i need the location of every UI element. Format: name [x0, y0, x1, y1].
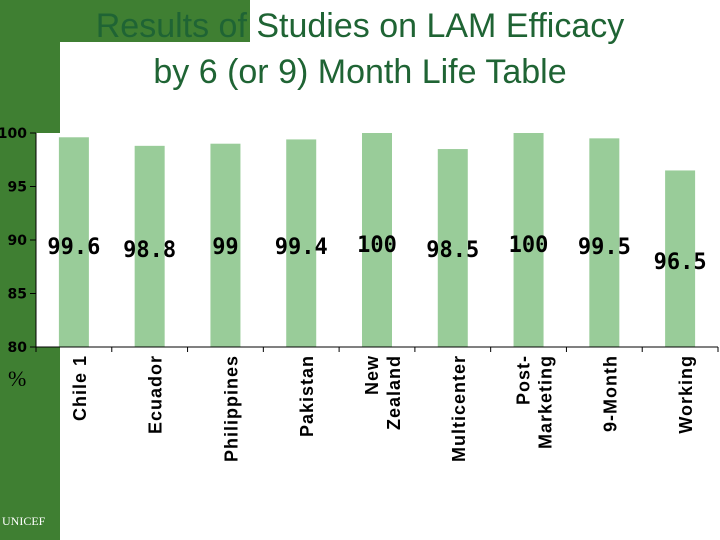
category-label-line: Post-	[514, 355, 534, 405]
category-label-line: Philippines	[221, 355, 241, 462]
category-label-line: Multicenter	[449, 355, 469, 462]
y-tick-label: 95	[8, 180, 27, 196]
category-label: Working	[676, 355, 696, 434]
data-label: 99	[212, 235, 239, 260]
bar	[437, 149, 468, 347]
category-label: Chile 1	[70, 355, 90, 421]
category-label-line: Working	[676, 355, 696, 434]
decorative-top-block	[0, 0, 250, 42]
category-label-line: Pakistan	[297, 355, 317, 437]
category-label: New Zealand	[362, 355, 404, 430]
y-tick-label: 85	[8, 287, 27, 303]
slide-title-line-2: by 6 (or 9) Month Life Table	[153, 53, 567, 91]
category-label-line: Chile 1	[70, 355, 90, 421]
bar	[513, 133, 544, 347]
bar	[589, 138, 620, 347]
data-label: 98.8	[123, 238, 176, 263]
y-tick-label: 100	[0, 126, 27, 142]
category-label-line: New	[362, 355, 382, 395]
source-label: UNICEF	[2, 514, 46, 528]
category-label: Philippines	[221, 355, 241, 462]
category-label-line: 9-Month	[600, 355, 620, 432]
data-label: 100	[509, 233, 549, 258]
category-label-line: Marketing	[536, 355, 556, 449]
bar	[286, 139, 317, 347]
category-label-line: Zealand	[384, 355, 404, 430]
slide-title-line-1: Results of Studies on LAM Efficacy	[95, 7, 625, 45]
data-label: 99.5	[578, 235, 631, 260]
y-axis-unit-label: %	[8, 366, 27, 391]
category-label: Multicenter	[449, 355, 469, 462]
category-label: Pakistan	[297, 355, 317, 437]
category-label: Post- Marketing	[514, 355, 556, 449]
data-label: 100	[357, 233, 397, 258]
bar	[210, 143, 241, 347]
data-label: 99.4	[275, 235, 328, 260]
category-label-line: Ecuador	[146, 355, 166, 434]
bar	[134, 145, 165, 347]
category-label: 9-Month	[600, 355, 620, 432]
data-label: 96.5	[654, 250, 707, 275]
category-label: Ecuador	[146, 355, 166, 434]
data-label: 98.5	[426, 238, 479, 263]
bar	[362, 133, 392, 347]
data-label: 99.6	[47, 235, 100, 260]
y-tick-label: 80	[8, 340, 28, 356]
y-tick-label: 90	[8, 233, 28, 249]
bar	[665, 170, 696, 347]
bar	[58, 137, 89, 347]
